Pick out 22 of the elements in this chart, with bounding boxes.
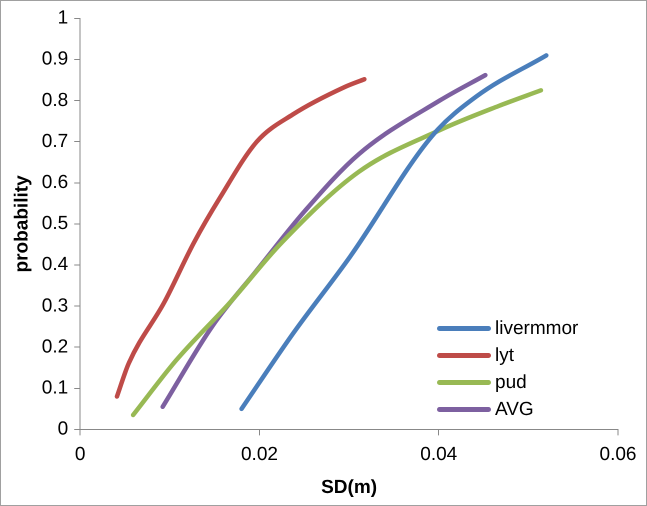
x-tick-label: 0.02 bbox=[240, 444, 278, 466]
y-tick-label: 0.9 bbox=[42, 48, 68, 70]
y-tick-label: 0 bbox=[58, 418, 68, 440]
y-tick-label: 0.1 bbox=[42, 378, 68, 399]
x-tick-label: 0 bbox=[74, 444, 86, 466]
y-tick-label: 0.3 bbox=[42, 295, 68, 316]
y-tick-label: 0.6 bbox=[42, 172, 68, 194]
legend-label: lyt bbox=[495, 344, 514, 367]
y-tick-label: 0.4 bbox=[42, 254, 69, 276]
x-tick-label: 0.04 bbox=[420, 444, 458, 466]
y-tick-label: 0.8 bbox=[42, 90, 68, 111]
legend-label: AVG bbox=[495, 398, 534, 421]
x-axis-title: SD(m) bbox=[321, 476, 378, 498]
legend-label: pud bbox=[495, 372, 527, 394]
line-series bbox=[114, 76, 367, 399]
y-axis-title: probability bbox=[12, 174, 33, 272]
y-tick-label: 1 bbox=[58, 8, 68, 29]
y-tick-label: 0.5 bbox=[42, 213, 68, 234]
x-tick-label: 0.06 bbox=[600, 444, 636, 466]
y-tick-label: 0.2 bbox=[42, 336, 68, 358]
y-tick-label: 0.7 bbox=[42, 130, 68, 152]
legend-label: livermmor bbox=[495, 318, 578, 340]
